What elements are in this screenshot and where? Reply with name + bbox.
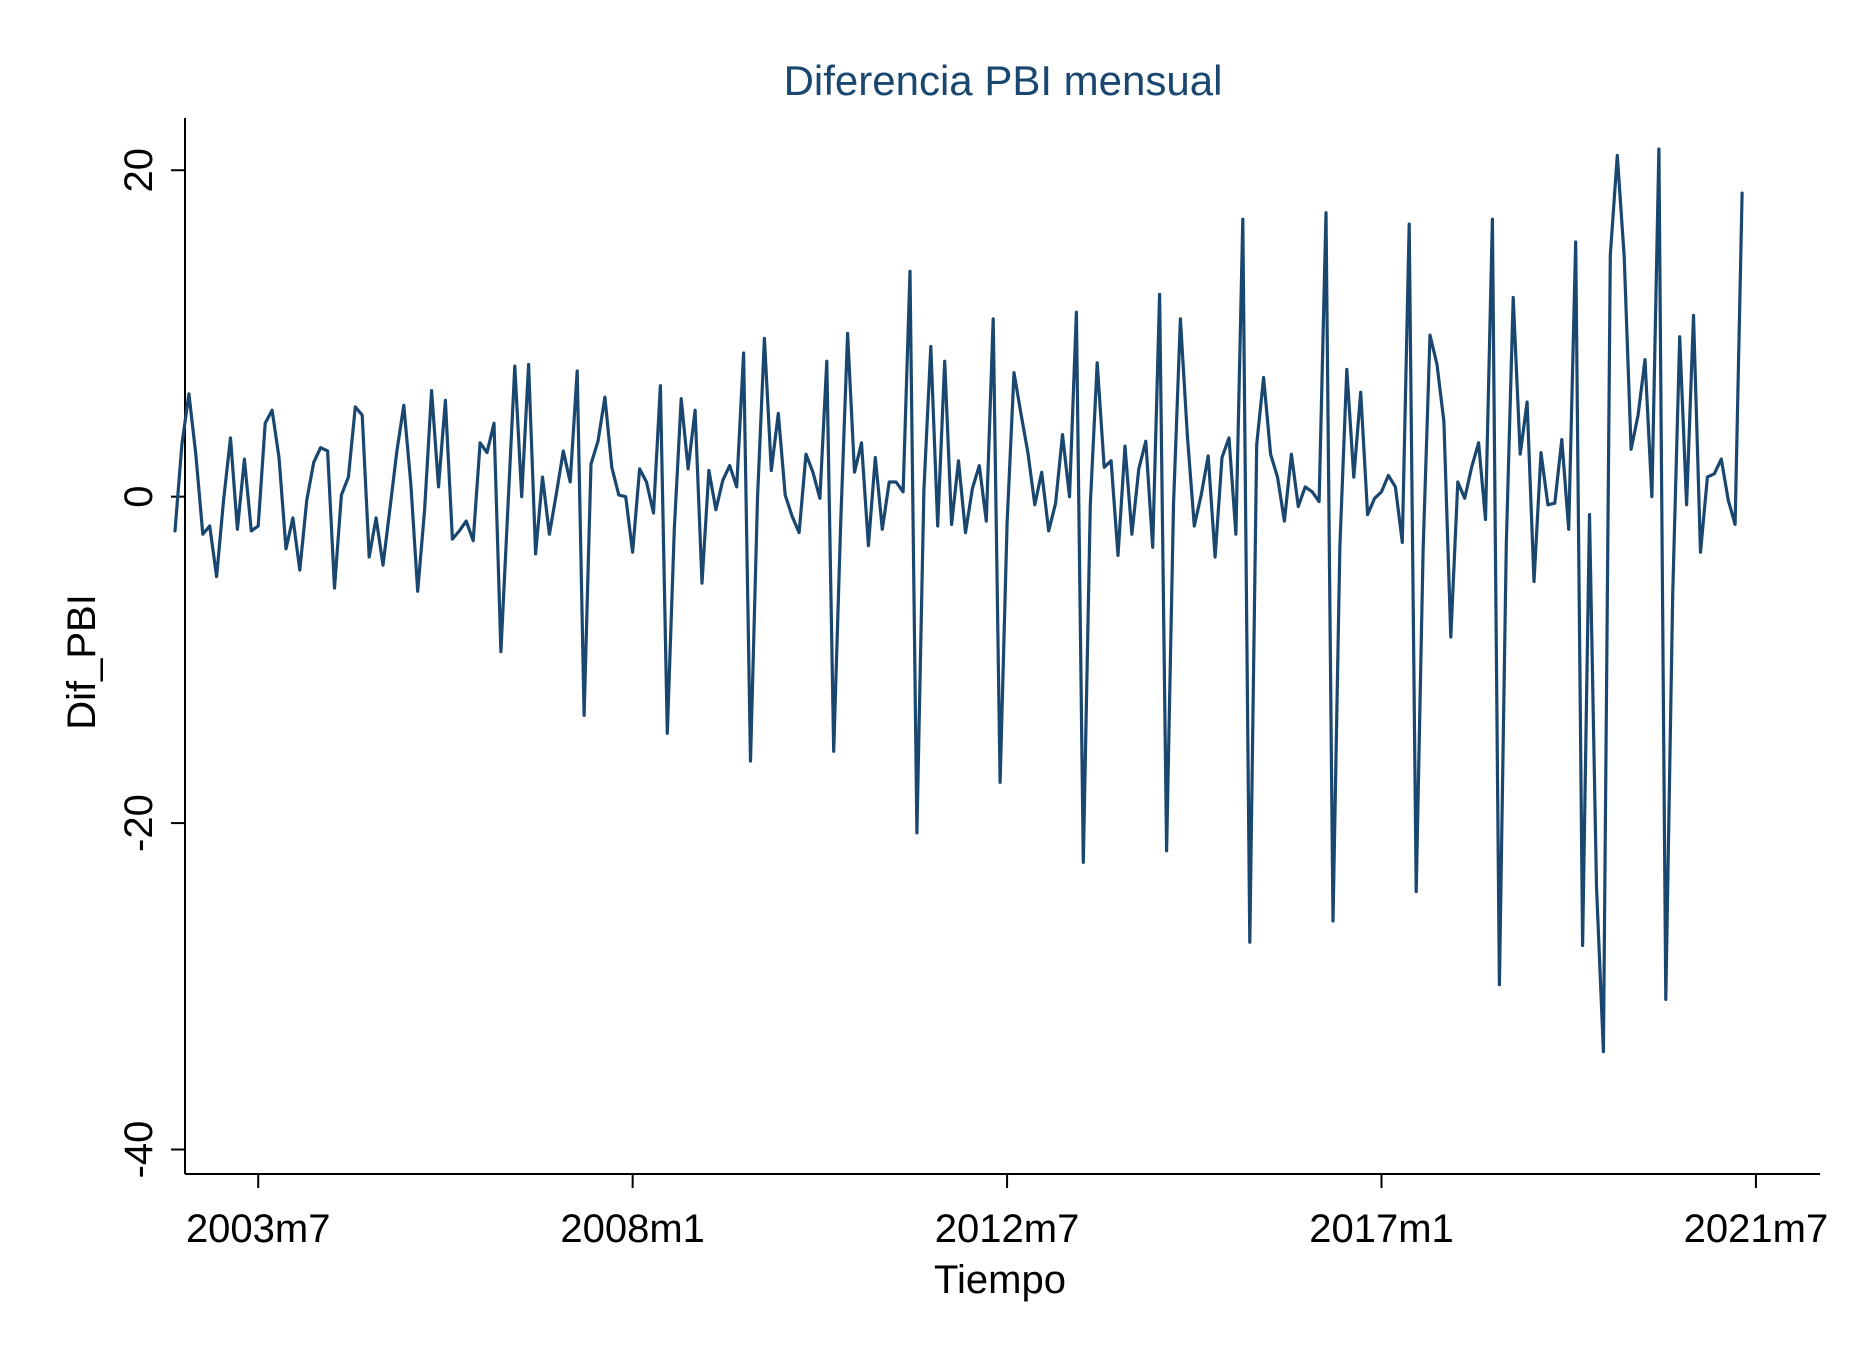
x-tick-label: 2017m1 xyxy=(1309,1207,1454,1251)
x-axis-label: Tiempo xyxy=(934,1258,1066,1302)
x-tick-label: 2008m1 xyxy=(560,1207,705,1251)
x-tick-label: 2021m7 xyxy=(1684,1207,1829,1251)
series-group xyxy=(173,147,1744,1054)
axes: -40 -20 0 20 2003m7 2008m1 2012m7 2017m1 2021m7 xyxy=(117,118,1828,1251)
y-axis-label: Dif_PBI xyxy=(60,594,104,730)
x-tick-label: 2003m7 xyxy=(186,1207,331,1251)
chart-title: Diferencia PBI mensual xyxy=(784,57,1223,104)
series-line xyxy=(173,147,1744,1054)
x-tick-label: 2012m7 xyxy=(935,1207,1080,1251)
y-tick-label: 0 xyxy=(117,486,161,508)
y-tick-label: -40 xyxy=(117,1121,161,1179)
y-tick-label: -20 xyxy=(117,794,161,852)
y-tick-label: 20 xyxy=(117,148,161,193)
